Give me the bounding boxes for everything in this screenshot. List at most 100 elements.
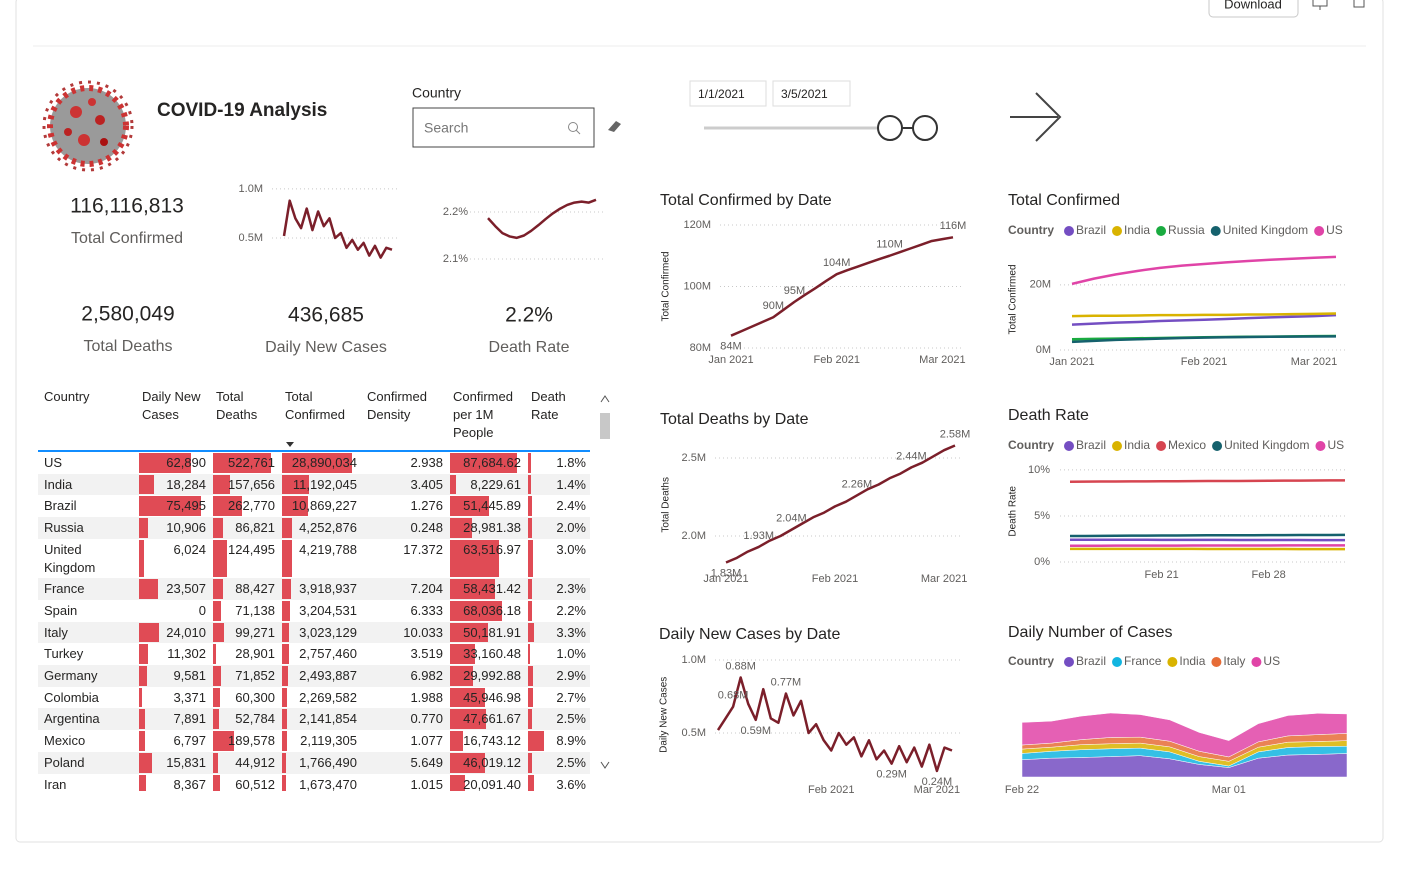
table-cell: 5.649 (361, 751, 447, 774)
end-date[interactable]: 3/5/2021 (781, 87, 828, 101)
start-date-box[interactable] (689, 80, 767, 107)
table-cell: 52,784 (210, 708, 279, 731)
cell-text: 6,797 (173, 733, 206, 749)
table-cell: 4,219,788 (279, 539, 361, 578)
end-date-box[interactable] (772, 80, 851, 107)
table-cell: 1.8% (525, 451, 590, 474)
cell-text: 3.3% (556, 624, 586, 640)
data-bar (139, 752, 152, 773)
table-cell: 15,831 (136, 751, 210, 774)
cell-text: 52,784 (235, 711, 275, 727)
legend-marker (1156, 441, 1167, 451)
cell-text: 1.8% (556, 455, 586, 470)
table-cell: 45,946.98 (447, 687, 525, 709)
x-tick-label: Mar 01 (1212, 784, 1246, 796)
search-placeholder[interactable]: Search (424, 120, 468, 136)
y-tick-label: 120M (683, 219, 711, 231)
cell-text: 3.6% (556, 776, 586, 791)
y-tick-label: 1.0M (682, 654, 706, 666)
x-tick-label: Feb 22 (1005, 784, 1039, 796)
kpi-label: Total Confirmed (71, 230, 183, 247)
table-cell: 87,684.62 (447, 451, 525, 474)
table-cell: Mexico (38, 730, 136, 752)
data-bar (282, 666, 289, 686)
y-tick-label: 2.0M (682, 530, 706, 542)
start-date[interactable]: 1/1/2021 (698, 87, 745, 101)
kpi-value: 436,685 (288, 304, 364, 327)
next-arrow[interactable] (1010, 92, 1062, 142)
legend-label: United Kingdom (1223, 223, 1308, 237)
download-button[interactable] (1208, 0, 1299, 18)
search-icon[interactable] (568, 122, 581, 135)
legend-marker (1112, 441, 1123, 451)
y-tick-label: 80M (690, 342, 711, 354)
cell-text: 86,821 (235, 520, 275, 536)
cell-text: 68,036.18 (463, 602, 521, 618)
table-cell: 0.248 (361, 517, 447, 539)
cell-text: 46,019.12 (463, 754, 521, 770)
table-cell: 6.982 (361, 665, 447, 687)
table-cell: 124,495 (210, 539, 279, 578)
data-bar (450, 731, 463, 751)
cell-text: 4,252,876 (299, 520, 357, 536)
cell-text: 3,204,531 (299, 602, 357, 618)
data-bar (213, 622, 224, 643)
cell-text: 6.982 (410, 668, 443, 684)
legend-label: US (1326, 223, 1343, 237)
data-bar (213, 752, 218, 773)
cell-text: Poland (44, 754, 85, 770)
toolbar-icons[interactable] (1312, 0, 1365, 10)
table-row: India 18,284 157,656 11,192,045 3.405 8,229.6… (38, 473, 590, 496)
series-line (282, 199, 393, 259)
slider-handle[interactable] (912, 115, 938, 141)
data-bar (528, 731, 544, 751)
y-tick-label: 5% (1034, 510, 1050, 522)
data-bar (213, 600, 221, 621)
cell-text: 3,918,937 (299, 581, 357, 597)
series-line (730, 236, 954, 337)
x-tick-label: Mar 2021 (914, 784, 960, 796)
data-bar (282, 474, 310, 495)
legend-label: Brazil (1076, 438, 1106, 452)
data-bar (528, 687, 533, 708)
country-table: Country Daily New Cases Total Deaths Total … (38, 386, 590, 791)
data-bar (213, 666, 221, 686)
series-line (1069, 479, 1346, 483)
download-label[interactable]: Download (1224, 0, 1282, 11)
scrollbar[interactable] (598, 385, 612, 780)
cell-text: 2.9% (556, 668, 586, 684)
cell-text: India (44, 476, 73, 492)
scroll-thumb[interactable] (600, 413, 610, 439)
data-bar (213, 474, 231, 495)
table-row: France 23,507 88,427 3,918,937 7.204 58,431.4… (38, 578, 590, 600)
table-cell: 16,743.12 (447, 730, 525, 752)
y-tick-label: 0.5M (239, 232, 263, 244)
search-box[interactable] (412, 107, 595, 148)
table: Country Daily New Cases Total Deaths Total … (38, 386, 590, 791)
cell-text: Iran (44, 776, 67, 791)
eraser-icon[interactable] (608, 121, 621, 132)
cell-text: 3.0% (556, 541, 586, 557)
table-cell: India (38, 473, 136, 496)
series-area (1021, 712, 1348, 758)
slider-handle[interactable] (877, 115, 903, 141)
table-cell: Italy (38, 621, 136, 644)
data-label: 116M (940, 220, 967, 232)
table-cell: 50,181.91 (447, 621, 525, 644)
cell-text: 33,160.48 (463, 646, 521, 662)
table-cell: 3.3% (525, 621, 590, 644)
virus-icon (42, 80, 134, 172)
table-cell: 10.033 (361, 621, 447, 644)
cell-text: Mexico (44, 733, 86, 749)
table-row: Poland 15,831 44,912 1,766,490 5.649 46,019.1… (38, 751, 590, 774)
table-cell: Iran (38, 774, 136, 791)
data-bar (282, 644, 289, 665)
cell-text: 2.0% (556, 520, 586, 536)
table-cell: 3.0% (525, 539, 590, 578)
table-cell: 18,284 (136, 473, 210, 496)
x-tick-label: Feb 21 (1145, 569, 1179, 581)
data-bar (528, 622, 534, 643)
table-cell: 8,229.61 (447, 473, 525, 496)
scroll-arrows[interactable] (600, 395, 610, 769)
table-cell: 1,766,490 (279, 751, 361, 774)
